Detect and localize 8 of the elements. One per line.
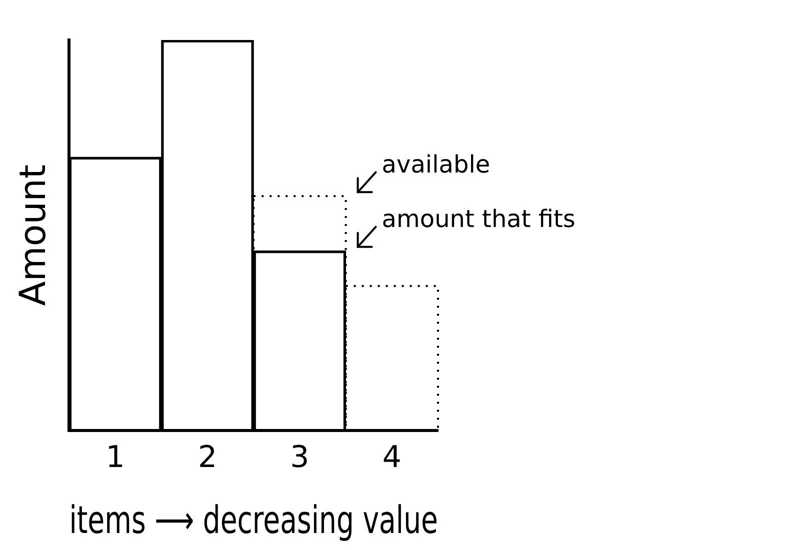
x-axis-title: items ⟶ decreasing value (69, 498, 438, 542)
legend-label: amount that fits (382, 205, 576, 234)
x-tick-label: 1 (106, 440, 125, 476)
series-label: available (382, 150, 490, 178)
x-tick-label: 3 (290, 440, 310, 476)
x-tick-label: 4 (382, 440, 402, 476)
y-axis-title: Amount (12, 164, 54, 306)
x-tick-label: 2 (198, 440, 218, 476)
